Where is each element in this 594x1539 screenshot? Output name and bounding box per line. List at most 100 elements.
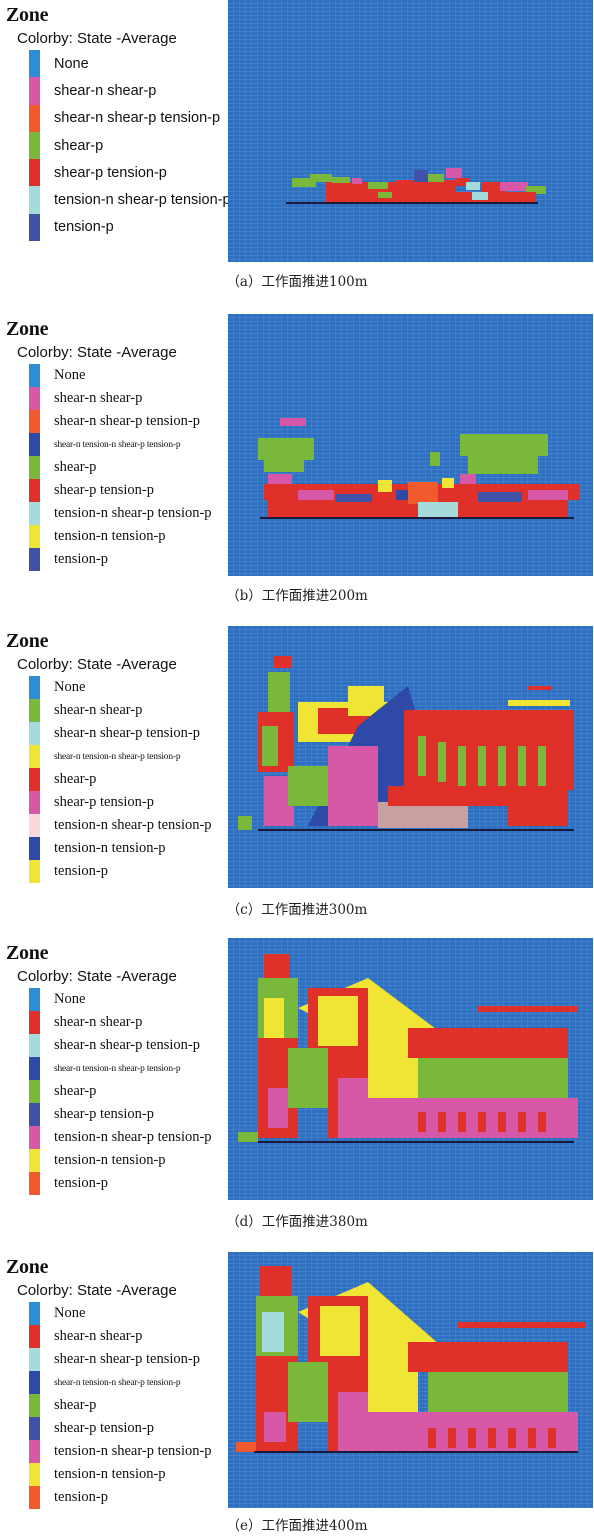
legend-item: shear-n shear-p tension-p xyxy=(29,410,230,433)
legend-item: tension-n shear-p tension-p xyxy=(29,814,230,837)
legend-label: shear-n shear-p tension-p xyxy=(54,110,221,127)
legend-item: tension-n shear-p tension-p xyxy=(29,502,230,525)
legend-swatch xyxy=(29,791,40,814)
legend-a: Zone Colorby: State -Average None shear-… xyxy=(6,4,231,242)
legend-swatch xyxy=(29,1486,40,1509)
legend-label: tension-p xyxy=(54,219,114,236)
caption: （d）工作面推进380m xyxy=(226,1214,368,1230)
legend-d: Zone Colorby: State -Average None shear-… xyxy=(6,942,230,1195)
legend-swatch xyxy=(29,1348,40,1371)
legend-swatch xyxy=(29,159,40,187)
caption: （c）工作面推进300m xyxy=(226,902,368,918)
legend-item: tension-p xyxy=(29,1486,230,1509)
caption: （b）工作面推进200m xyxy=(226,588,368,604)
legend-label: shear-n tension-n shear-p tension-p xyxy=(54,439,181,450)
legend-item: None xyxy=(29,988,230,1011)
legend-swatch xyxy=(29,1325,40,1348)
legend-swatch xyxy=(29,722,40,745)
legend-swatch xyxy=(29,213,40,242)
legend-swatch xyxy=(29,1302,40,1325)
panel-a: Zone Colorby: State -Average None shear-… xyxy=(0,0,594,293)
legend-label: tension-n shear-p tension-p xyxy=(54,505,212,521)
legend-item: shear-p xyxy=(29,1080,230,1103)
legend-swatch xyxy=(29,186,40,214)
legend-item: tension-n tension-p xyxy=(29,1463,230,1486)
legend-item: tension-n shear-p tension-p xyxy=(29,1440,230,1463)
legend-label: shear-n shear-p xyxy=(54,702,143,718)
panel-d: Zone Colorby: State -Average None shear-… xyxy=(0,938,594,1238)
legend-swatch xyxy=(29,1080,40,1103)
legend-label: tension-p xyxy=(54,863,108,879)
legend-item: shear-p xyxy=(29,456,230,479)
legend-e: Zone Colorby: State -Average None shear-… xyxy=(6,1256,230,1509)
colorby-label: Colorby: State -Average xyxy=(17,968,177,985)
legend-swatch xyxy=(29,1034,40,1057)
legend-item: shear-p tension-p xyxy=(29,159,230,187)
legend-label: shear-p tension-p xyxy=(54,164,167,181)
zone-title: Zone xyxy=(6,318,49,340)
legend-label: shear-p tension-p xyxy=(54,794,154,810)
legend-item: shear-p xyxy=(29,768,230,791)
legend-item: shear-p tension-p xyxy=(29,1417,230,1440)
panel-c: Zone Colorby: State -Average None shear-… xyxy=(0,626,594,926)
legend-swatch xyxy=(29,837,40,860)
legend-label: None xyxy=(54,679,86,695)
legend-list: None shear-n shear-p shear-n shear-p ten… xyxy=(6,988,230,1195)
legend-label: shear-p xyxy=(54,1083,97,1099)
legend-label: shear-n shear-p xyxy=(54,1014,143,1030)
legend-label: shear-n tension-n shear-p tension-p xyxy=(54,1377,181,1388)
legend-label: tension-n shear-p tension-p xyxy=(54,1129,212,1145)
legend-label: tension-n tension-p xyxy=(54,840,166,856)
legend-item: shear-n shear-p xyxy=(29,77,230,105)
legend-b: Zone Colorby: State -Average None shear-… xyxy=(6,318,230,571)
legend-swatch xyxy=(29,50,40,78)
legend-label: tension-n tension-p xyxy=(54,1152,166,1168)
legend-swatch xyxy=(29,745,40,768)
legend-swatch xyxy=(29,988,40,1011)
legend-item: tension-p xyxy=(29,860,230,883)
failure-zone xyxy=(236,1266,586,1453)
legend-label: shear-n shear-p tension-p xyxy=(54,413,200,429)
legend-c: Zone Colorby: State -Average None shear-… xyxy=(6,630,230,883)
mesh-background xyxy=(228,0,593,262)
legend-label: shear-n tension-n shear-p tension-p xyxy=(54,751,181,762)
legend-label: shear-p tension-p xyxy=(54,482,154,498)
legend-item: tension-p xyxy=(29,1172,230,1195)
legend-swatch xyxy=(29,387,40,410)
legend-label: tension-p xyxy=(54,551,108,567)
legend-swatch xyxy=(29,860,40,883)
legend-swatch xyxy=(29,433,40,456)
simulation-plot-b xyxy=(228,314,593,576)
legend-label: None xyxy=(54,367,86,383)
legend-label: shear-p tension-p xyxy=(54,1420,154,1436)
legend-item: None xyxy=(29,676,230,699)
legend-swatch xyxy=(29,1011,40,1034)
legend-swatch xyxy=(29,479,40,502)
legend-label: shear-p xyxy=(54,137,104,154)
legend-item: shear-p tension-p xyxy=(29,479,230,502)
legend-label: None xyxy=(54,1305,86,1321)
legend-label: shear-n shear-p xyxy=(54,82,157,99)
legend-swatch xyxy=(29,548,40,571)
legend-label: tension-p xyxy=(54,1175,108,1191)
caption: （e）工作面推进400m xyxy=(226,1518,368,1534)
legend-item: shear-p xyxy=(29,1394,230,1417)
simulation-plot-c xyxy=(228,626,593,888)
colorby-label: Colorby: State -Average xyxy=(17,344,177,361)
legend-item: shear-n shear-p tension-p xyxy=(29,1348,230,1371)
legend-swatch xyxy=(29,1440,40,1463)
legend-label: shear-p xyxy=(54,771,97,787)
zone-title: Zone xyxy=(6,630,49,652)
legend-swatch xyxy=(29,77,40,105)
legend-swatch xyxy=(29,104,40,132)
legend-label: shear-n shear-p xyxy=(54,1328,143,1344)
legend-swatch xyxy=(29,1394,40,1417)
failure-zone xyxy=(258,418,580,519)
simulation-plot-a xyxy=(228,0,593,262)
legend-label: tension-n shear-p tension-p xyxy=(54,817,212,833)
legend-item: shear-n shear-p xyxy=(29,387,230,410)
legend-label: None xyxy=(54,55,89,72)
legend-item: tension-n tension-p xyxy=(29,525,230,548)
legend-label: shear-n shear-p tension-p xyxy=(54,1351,200,1367)
legend-item: tension-n shear-p tension-p xyxy=(29,186,231,214)
